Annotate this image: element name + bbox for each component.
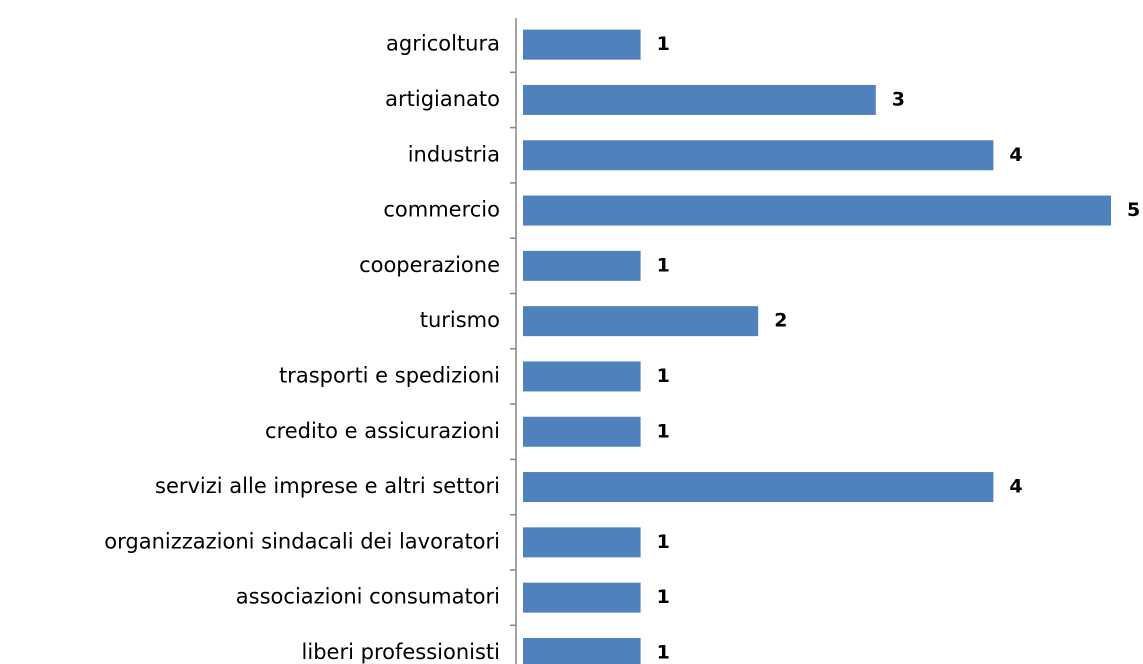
- bar: [523, 84, 876, 115]
- y-tick-label: liberi professionisti: [302, 640, 500, 664]
- y-tick-label: agricoltura: [386, 32, 500, 56]
- y-tick-label: servizi alle imprese e altri settori: [155, 474, 500, 498]
- bar: [523, 527, 641, 558]
- bar: [523, 250, 641, 281]
- data-label: 1: [657, 254, 670, 276]
- bar: [523, 416, 641, 447]
- y-tick-label: trasporti e spedizioni: [279, 363, 500, 387]
- data-label: 1: [657, 420, 670, 442]
- data-label: 1: [657, 641, 670, 663]
- y-tick-label: credito e assicurazioni: [265, 419, 500, 443]
- y-tick-label: artigianato: [385, 87, 500, 111]
- bar: [523, 140, 994, 171]
- bar: [523, 306, 759, 337]
- y-tick-label: organizzazioni sindacali dei lavoratori: [104, 529, 500, 553]
- y-tick-label: turismo: [420, 308, 500, 332]
- y-tick-label: commercio: [383, 198, 500, 222]
- bar: [523, 29, 641, 60]
- y-tick-label: associazioni consumatori: [236, 585, 500, 609]
- data-label: 4: [1009, 144, 1022, 166]
- bar: [523, 361, 641, 392]
- bar: [523, 472, 994, 503]
- data-label: 1: [657, 531, 670, 553]
- data-label: 4: [1009, 476, 1022, 498]
- bar: [523, 582, 641, 613]
- y-tick-label: cooperazione: [359, 253, 500, 277]
- data-label: 1: [657, 586, 670, 608]
- bar: [523, 195, 1111, 226]
- bar: [523, 637, 641, 664]
- data-label: 1: [657, 365, 670, 387]
- data-label: 1: [657, 33, 670, 55]
- data-label: 5: [1127, 199, 1140, 221]
- data-label: 2: [774, 310, 787, 332]
- y-tick-label: industria: [408, 142, 500, 166]
- data-label: 3: [892, 88, 905, 110]
